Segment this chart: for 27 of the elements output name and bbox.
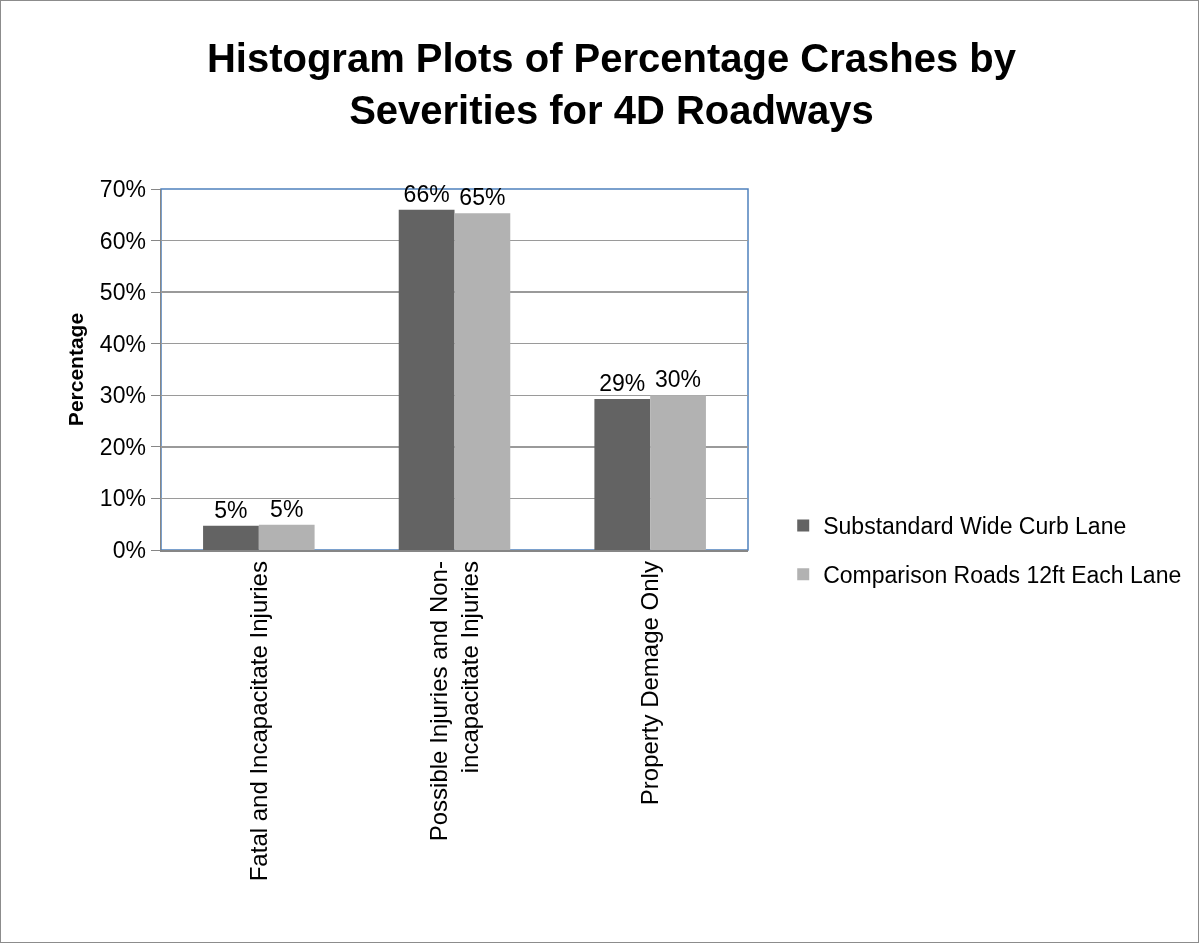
bar xyxy=(594,398,651,550)
bar xyxy=(258,524,315,550)
y-tick-label: 0% xyxy=(112,537,146,564)
legend-label: Comparison Roads 12ft Each Lane xyxy=(823,562,1182,589)
y-tick-label: 10% xyxy=(99,485,146,512)
data-label: 30% xyxy=(655,366,702,393)
data-label: 29% xyxy=(599,369,646,396)
legend-label: Substandard Wide Curb Lane xyxy=(823,513,1127,540)
x-tick-label: Property Demage Only xyxy=(635,561,663,806)
bar xyxy=(203,525,259,550)
x-tick-label: Fatal and Incapacitate Injuries xyxy=(244,561,272,882)
y-axis-title: Percentage xyxy=(64,312,88,427)
bar xyxy=(398,209,455,550)
y-tick-label: 60% xyxy=(99,227,146,254)
data-label: 66% xyxy=(403,180,450,207)
y-tick-label: 50% xyxy=(99,279,146,306)
bar xyxy=(454,213,511,550)
y-tick-label: 30% xyxy=(99,382,146,409)
bar xyxy=(650,395,706,550)
y-tick-label: 20% xyxy=(99,433,146,460)
y-tick-label: 40% xyxy=(99,330,146,357)
data-label: 5% xyxy=(214,496,248,523)
data-label: 5% xyxy=(270,495,304,522)
data-label: 65% xyxy=(459,184,506,211)
x-tick-label: Possible Injuries and Non-incapacitate Injuries xyxy=(424,561,483,842)
y-tick-label: 70% xyxy=(99,176,146,203)
chart-title: Histogram Plots of Percentage Crashes by Severities for 4D Roadways xyxy=(206,35,1017,132)
